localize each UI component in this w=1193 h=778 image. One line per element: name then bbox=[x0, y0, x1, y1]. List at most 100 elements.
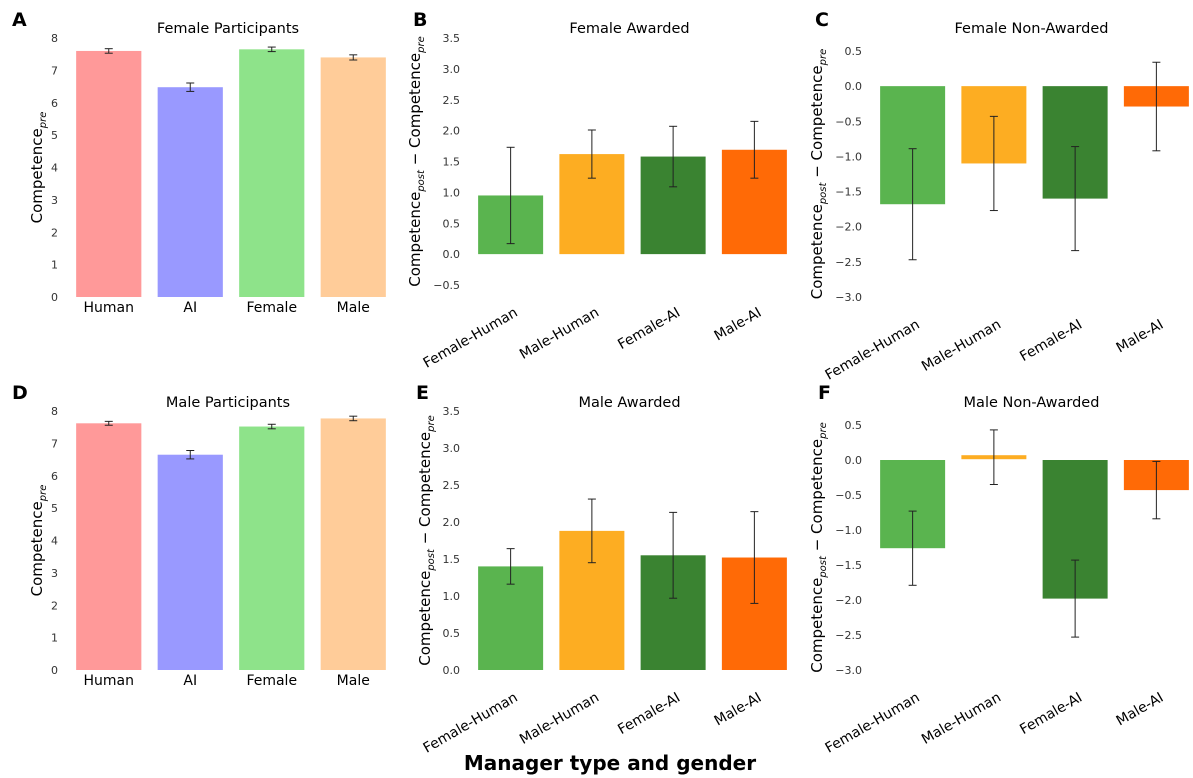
y-tick-label: 0.0 bbox=[845, 80, 863, 93]
y-tick-label: 0.0 bbox=[845, 454, 863, 467]
y-tick-label: 3.0 bbox=[443, 442, 461, 455]
error-bar bbox=[750, 120, 759, 179]
x-tick-label: Female-Human bbox=[823, 317, 923, 384]
x-tick-label: Male-Human bbox=[517, 305, 602, 363]
y-tick-label: 3 bbox=[51, 194, 58, 207]
y-tick-label: 1.0 bbox=[443, 590, 461, 603]
y-axis-label: Competencepost − Competencepre bbox=[808, 49, 829, 300]
error-bar bbox=[587, 129, 596, 179]
x-tick-label: Male bbox=[337, 673, 370, 689]
error-bar bbox=[267, 423, 276, 430]
x-tick-label: Male-AI bbox=[1114, 317, 1167, 357]
y-tick-label: 2.0 bbox=[443, 125, 461, 138]
y-tick-label: 0.5 bbox=[845, 45, 863, 58]
y-tick-label: 5 bbox=[51, 129, 58, 142]
x-tick-label: Female-AI bbox=[1017, 317, 1085, 365]
x-tick-label: Human bbox=[84, 300, 135, 316]
y-tick-label: 8 bbox=[51, 32, 58, 45]
error-bar bbox=[669, 125, 678, 188]
panel-a: A Female Participants 0 1 2 3 4 5 6 7 8 Competencep… bbox=[12, 9, 386, 316]
x-tick-label: AI bbox=[183, 300, 197, 316]
panel-d: D Male Participants 0 1 2 3 4 5 6 7 8 Competencepre… bbox=[12, 382, 386, 689]
y-tick-label: 0.5 bbox=[443, 217, 461, 230]
y-tick-label: 3.0 bbox=[443, 63, 461, 76]
bar bbox=[239, 426, 305, 670]
y-tick-label: 1.5 bbox=[443, 553, 461, 566]
error-bar bbox=[989, 115, 998, 212]
error-bar bbox=[908, 148, 917, 261]
panel-title: Female Awarded bbox=[569, 21, 689, 37]
panel-title: Male Participants bbox=[166, 395, 290, 411]
bar bbox=[157, 87, 223, 298]
error-bar bbox=[349, 54, 358, 61]
bar bbox=[320, 418, 386, 670]
y-tick-label: 2 bbox=[51, 599, 58, 612]
y-axis-label: Competencepost − Competencepre bbox=[406, 36, 427, 287]
error-bar bbox=[1071, 146, 1080, 252]
y-tick-label: −2.0 bbox=[835, 594, 862, 607]
y-tick-label: −1.0 bbox=[835, 150, 862, 163]
error-bar bbox=[1152, 460, 1161, 520]
y-tick-label: 1.0 bbox=[443, 186, 461, 199]
y-tick-label: 0.0 bbox=[443, 664, 461, 677]
y-tick-label: −2.5 bbox=[835, 629, 862, 642]
x-tick-label: Male bbox=[337, 300, 370, 316]
y-tick-label: 4 bbox=[51, 162, 58, 175]
y-tick-label: 6 bbox=[51, 97, 58, 110]
panel-letter: C bbox=[815, 9, 829, 31]
figure-xlabel: Manager type and gender bbox=[464, 751, 756, 775]
y-tick-label: 0 bbox=[51, 291, 58, 304]
error-bar bbox=[750, 511, 759, 604]
y-tick-label: −1.5 bbox=[835, 186, 862, 199]
y-axis-label: Competencepre bbox=[28, 112, 49, 224]
panel-f: F Male Non-Awarded −3.0 −2.5 −2.0 −1.5 −1.0 −0.… bbox=[808, 382, 1189, 757]
x-tick-label: Male-AI bbox=[712, 690, 765, 730]
panel-letter: F bbox=[818, 382, 831, 404]
y-tick-label: 0.0 bbox=[443, 248, 461, 261]
error-bar bbox=[1152, 61, 1161, 152]
error-bar bbox=[989, 429, 998, 485]
y-tick-label: 8 bbox=[51, 405, 58, 418]
error-bar bbox=[587, 498, 596, 564]
y-tick-label: −1.5 bbox=[835, 559, 862, 572]
y-tick-label: 7 bbox=[51, 64, 58, 77]
error-bar bbox=[186, 82, 195, 92]
y-tick-label: 3.5 bbox=[443, 405, 461, 418]
y-tick-label: 0 bbox=[51, 664, 58, 677]
y-tick-label: 1 bbox=[51, 632, 58, 645]
y-tick-label: 5 bbox=[51, 502, 58, 515]
error-bar bbox=[104, 48, 113, 54]
error-bar bbox=[506, 146, 515, 245]
y-tick-label: −2.5 bbox=[835, 256, 862, 269]
y-tick-label: 6 bbox=[51, 470, 58, 483]
y-tick-label: −2.0 bbox=[835, 221, 862, 234]
x-tick-label: Human bbox=[84, 673, 135, 689]
y-tick-label: 2.5 bbox=[443, 94, 461, 107]
error-bar bbox=[349, 415, 358, 422]
x-tick-label: Female-Human bbox=[823, 690, 923, 757]
panel-title: Male Awarded bbox=[578, 395, 680, 411]
x-tick-label: Female-AI bbox=[615, 690, 683, 738]
x-tick-label: Male-Human bbox=[919, 317, 1004, 375]
y-axis-label: Competencepost − Competencepre bbox=[416, 415, 437, 666]
x-tick-label: Male-Human bbox=[919, 690, 1004, 748]
y-tick-label: 0.5 bbox=[845, 419, 863, 432]
y-tick-label: 3 bbox=[51, 567, 58, 580]
x-tick-label: Female-Human bbox=[421, 690, 521, 757]
error-bar bbox=[186, 449, 195, 460]
y-tick-label: −1.0 bbox=[835, 524, 862, 537]
x-tick-label: Male-AI bbox=[1114, 690, 1167, 730]
panel-title: Female Non-Awarded bbox=[955, 21, 1109, 37]
x-tick-label: Male-Human bbox=[517, 690, 602, 748]
panel-title: Female Participants bbox=[157, 21, 299, 37]
bar bbox=[239, 49, 305, 297]
panel-letter: A bbox=[12, 9, 27, 31]
y-tick-label: −0.5 bbox=[835, 489, 862, 502]
error-bar bbox=[1071, 559, 1080, 638]
bar bbox=[320, 57, 386, 297]
panel-letter: E bbox=[416, 382, 429, 404]
x-tick-label: Female-AI bbox=[615, 305, 683, 353]
panel-e: E Male Awarded 0.0 0.5 1.0 1.5 2.0 2.5 3.0 3.5 Com… bbox=[416, 382, 787, 757]
y-tick-label: 3.5 bbox=[443, 32, 461, 45]
